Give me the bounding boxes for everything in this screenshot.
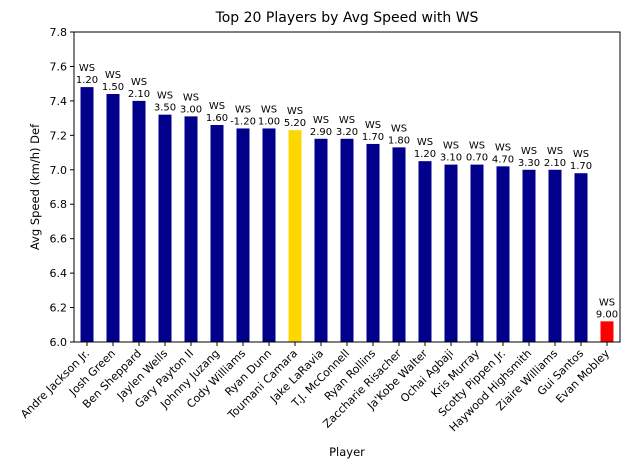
bar-annotation-value: 3.50 [154,103,176,114]
bar-annotation-prefix: WS [157,91,173,102]
bar-annotation-value: 3.10 [440,153,462,164]
bar [210,125,224,342]
bar-annotation-value: 1.20 [76,75,98,86]
bar [496,166,510,342]
bar-annotation-value: 4.70 [492,154,514,165]
bar [288,130,302,342]
bar [132,100,146,342]
bar-annotation-prefix: WS [495,142,511,153]
bar-annotation-prefix: WS [287,106,303,117]
y-tick-label: 7.8 [50,26,68,39]
bar-annotation-value: 1.00 [258,116,280,127]
bar-annotation-prefix: WS [469,141,485,152]
y-tick-label: 7.2 [50,129,68,142]
y-axis: 6.0 6.2 6.4 6.6 6.8 7.0 7.2 7.4 7.6 7.8 [50,26,74,349]
bars [80,87,614,343]
bar-annotation-prefix: WS [521,146,537,157]
y-tick-label: 7.6 [50,60,68,73]
bar [340,138,354,342]
bar [392,147,406,342]
plot-frame [73,31,621,343]
bar [522,169,536,342]
y-tick-label: 6.0 [50,336,68,349]
bar-annotation-value: 9.00 [596,309,618,320]
bar [314,138,328,342]
bar-annotation-prefix: WS [105,70,121,81]
bar [574,173,588,342]
bar-annotation-prefix: WS [235,104,251,115]
bar-annotation-value: 1.50 [102,82,124,93]
bar [548,169,562,342]
bar [184,116,198,342]
bar-annotation-value: 3.20 [336,127,358,138]
x-axis-label: Player [329,445,365,459]
bar [236,128,250,342]
bar-annotation-prefix: WS [183,92,199,103]
bar [366,143,380,342]
bar-annotation-prefix: WS [313,115,329,126]
y-tick-label: 6.6 [50,233,68,246]
bar-annotation-prefix: WS [365,120,381,131]
bar-annotation-value: 1.80 [388,135,410,146]
bar-annotation-value: -1.20 [230,116,256,127]
bar-annotation-value: 2.90 [310,127,332,138]
bar-annotation-value: 1.70 [362,132,384,143]
bar-annotation-prefix: WS [79,63,95,74]
bar-annotation-value: 2.10 [128,89,150,100]
bar-annotation-prefix: WS [209,101,225,112]
bar-annotation-prefix: WS [339,115,355,126]
bar-annotation-value: 3.00 [180,104,202,115]
bar-annotation-value: 1.70 [570,161,592,172]
chart-title: Top 20 Players by Avg Speed with WS [215,10,479,26]
bar [158,114,172,343]
y-axis-label: Avg Speed (km/h) Def [28,123,42,250]
bar-annotation-prefix: WS [131,77,147,88]
bar-annotation-prefix: WS [391,123,407,134]
bar-annotation-prefix: WS [261,104,277,115]
bar [262,128,276,342]
bar-annotation-value: 3.30 [518,158,540,169]
bar-annotation-prefix: WS [573,149,589,160]
bar [470,164,484,342]
y-tick-label: 6.2 [50,302,68,315]
bar [418,161,432,342]
bar-annotation-value: 1.20 [414,149,436,160]
bar-annotation-value: 1.60 [206,113,228,124]
y-tick-label: 7.4 [50,95,68,108]
bar-annotation-value: 0.70 [466,153,488,164]
bar-annotation-prefix: WS [417,137,433,148]
bar [80,87,94,342]
y-tick-label: 6.8 [50,198,68,211]
bar-annotation-value: 2.10 [544,158,566,169]
bar-annotation-prefix: WS [547,146,563,157]
bar [600,321,614,342]
bar-annotation-value: 5.20 [284,118,306,129]
bar-annotation-prefix: WS [599,297,615,308]
y-tick-label: 7.0 [50,164,68,177]
bar [444,164,458,342]
y-tick-label: 6.4 [50,267,68,280]
bar [106,94,120,342]
bar-annotation-prefix: WS [443,141,459,152]
